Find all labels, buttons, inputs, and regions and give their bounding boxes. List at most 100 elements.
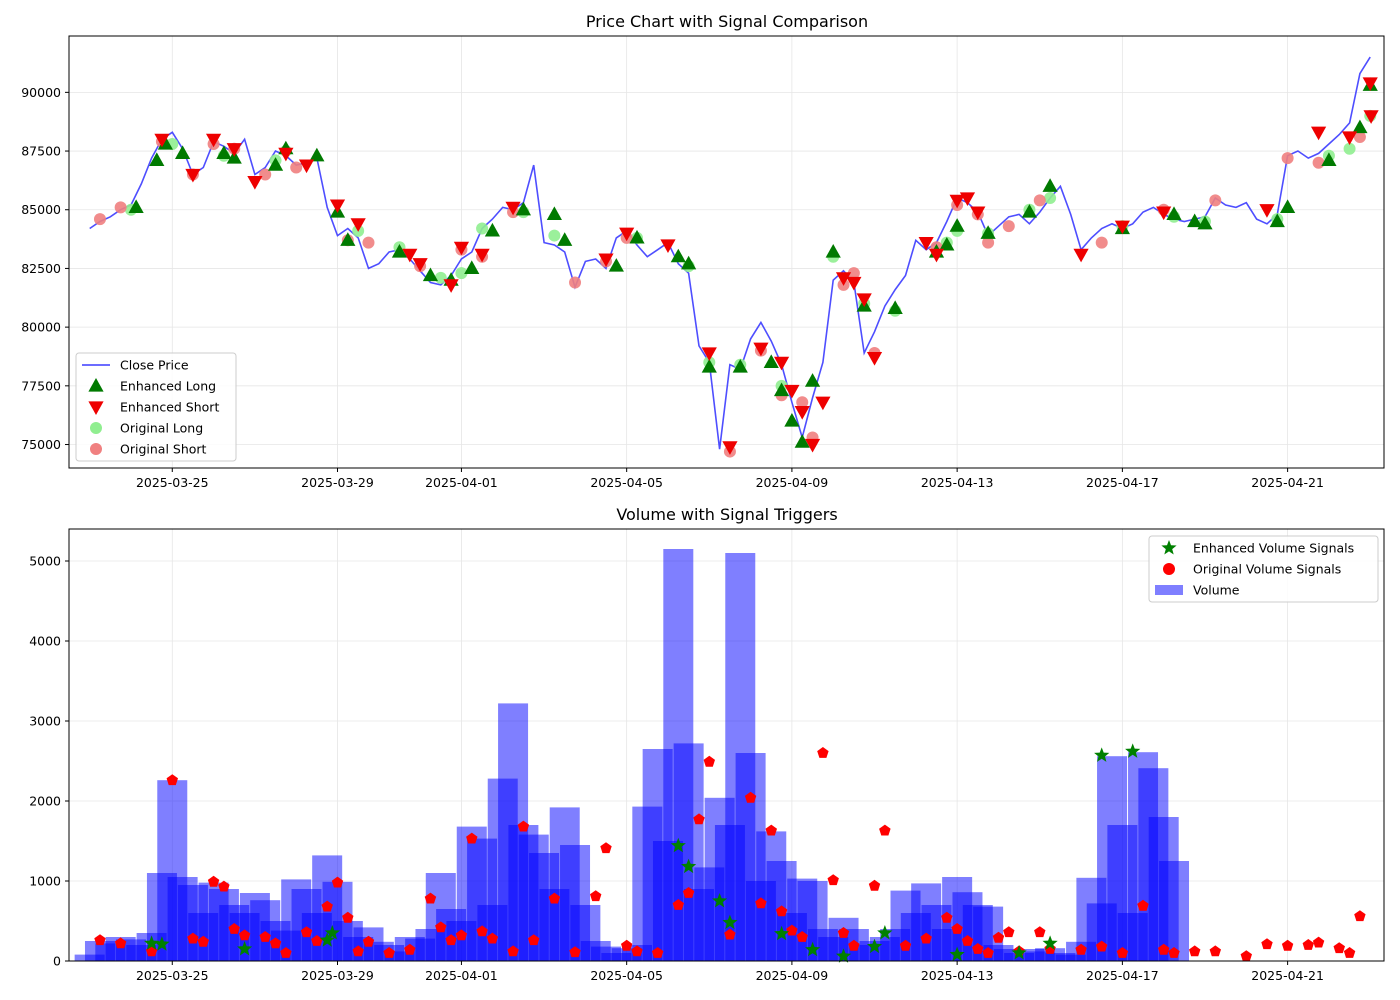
original-volume-signal-point <box>1034 926 1046 938</box>
price-legend-label: Enhanced Short <box>120 400 219 415</box>
enhanced-long-point <box>1352 119 1368 134</box>
original-volume-signal-point <box>982 947 994 958</box>
original-volume-signal-point <box>528 934 540 946</box>
price-x-axis: 2025-03-25 2025-03-29 2025-04-01 2025-04-05… <box>136 468 1324 490</box>
price-x-tick-label: 2025-04-21 <box>1251 475 1324 490</box>
original-volume-signal-point <box>1168 947 1180 958</box>
price-legend-box <box>75 352 237 462</box>
price-chart-title: Price Chart with Signal Comparison <box>586 12 868 31</box>
enhanced-short-point <box>949 194 965 209</box>
enhanced-long-point <box>546 206 562 221</box>
original-volume-signal-point <box>961 935 974 946</box>
price-y-tick-label: 75000 <box>21 437 61 452</box>
enhanced-short-point <box>1156 206 1172 221</box>
enhanced-volume-signal-point <box>774 925 790 941</box>
volume-x-tick-label: 2025-03-25 <box>136 968 209 983</box>
legend-original-long-swatch <box>90 422 102 434</box>
original-long-point <box>1044 192 1057 204</box>
legend-original-volume-swatch <box>1163 563 1175 575</box>
enhanced-short-point <box>619 227 635 242</box>
enhanced-long-point <box>681 255 697 270</box>
price-x-tick-label: 2025-04-09 <box>756 475 829 490</box>
enhanced-short-point <box>866 352 883 366</box>
enhanced-long-point <box>773 382 790 397</box>
enhanced-short-point <box>1073 248 1089 263</box>
enhanced-volume-signal-point <box>144 935 160 950</box>
original-volume-signal-point <box>1312 936 1325 948</box>
original-volume-signal-point <box>228 923 240 934</box>
enhanced-long-point <box>784 413 800 427</box>
enhanced-long-point <box>128 199 144 213</box>
enhanced-long-point <box>267 157 284 171</box>
enhanced-volume-signal-point <box>681 858 697 874</box>
enhanced-volume-signal-point <box>1094 747 1110 762</box>
original-volume-signal-point <box>899 939 912 951</box>
original-volume-signal-point <box>682 887 695 898</box>
enhanced-short-point <box>226 143 242 157</box>
original-volume-signal-point <box>445 934 457 946</box>
price-legend-label: Original Long <box>120 421 203 436</box>
price-line-layer <box>89 56 1371 450</box>
original-volume-signal-point <box>321 900 333 912</box>
volume-plot-frame <box>68 528 1385 962</box>
enhanced-short-point <box>835 272 852 286</box>
enhanced-short-point <box>815 396 831 411</box>
enhanced-short-point <box>205 133 222 148</box>
volume-x-tick-label: 2025-04-05 <box>590 968 663 983</box>
original-volume-signal-point <box>1281 939 1294 951</box>
enhanced-volume-signal-point <box>319 932 335 947</box>
volume-y-tick-label: 4000 <box>29 634 61 649</box>
original-volume-signal-point <box>435 921 447 933</box>
enhanced-long-point <box>1321 152 1337 167</box>
enhanced-long-point <box>557 232 573 246</box>
close-price-line <box>89 56 1371 450</box>
enhanced-long-point <box>939 236 955 251</box>
original-volume-signal-point <box>383 947 395 958</box>
enhanced-short-point <box>1363 110 1379 124</box>
price-x-tick-label: 2025-04-01 <box>425 475 498 490</box>
original-volume-signal-point <box>548 892 561 904</box>
original-volume-signal-point <box>868 879 881 891</box>
original-volume-signal-point <box>621 939 633 951</box>
volume-legend-label: Enhanced Volume Signals <box>1193 541 1354 556</box>
enhanced-volume-signal-point <box>1125 743 1141 758</box>
enhanced-long-point <box>608 258 624 272</box>
original-volume-signal-point <box>466 832 478 844</box>
original-volume-signal-point <box>300 926 313 938</box>
enhanced-short-point <box>453 241 470 256</box>
original-volume-signal-point <box>972 943 984 954</box>
original-volume-signal-point <box>424 892 437 904</box>
original-volume-signal-point <box>1189 945 1201 957</box>
original-volume-signal-point <box>786 924 798 936</box>
price-x-tick-label: 2025-04-17 <box>1086 475 1159 490</box>
enhanced-short-point <box>959 192 976 206</box>
enhanced-long-point <box>794 434 810 448</box>
price-y-tick-label: 82500 <box>21 261 61 276</box>
original-volume-signal-point <box>1003 926 1015 938</box>
legend-enhanced-volume-swatch <box>1161 540 1177 555</box>
price-y-tick-label: 77500 <box>21 378 61 393</box>
original-short-point <box>1209 194 1222 207</box>
original-volume-signal-point <box>817 747 829 758</box>
enhanced-short-point <box>1341 131 1358 145</box>
original-volume-signal-point <box>197 935 209 947</box>
enhanced-long-point <box>216 145 232 159</box>
original-volume-signal-point <box>404 943 416 955</box>
enhanced-short-point <box>350 218 366 232</box>
price-plot-frame <box>68 35 1385 469</box>
volume-chart-panel: Volume with Signal Triggers 2025-03-25 20… <box>29 505 1385 983</box>
enhanced-short-point <box>1362 77 1378 91</box>
enhanced-short-point <box>856 293 872 307</box>
original-volume-signal-point <box>238 929 251 941</box>
volume-x-axis: 2025-03-25 2025-03-29 2025-04-01 2025-04-05… <box>136 961 1324 983</box>
original-volume-signal-point <box>724 928 736 940</box>
volume-x-tick-label: 2025-04-17 <box>1086 968 1159 983</box>
enhanced-short-point <box>154 133 170 148</box>
enhanced-long-point <box>763 354 779 368</box>
price-grid <box>69 36 1384 468</box>
original-volume-signal-point <box>94 934 106 946</box>
enhanced-long-point <box>149 152 165 167</box>
volume-chart-title: Volume with Signal Triggers <box>616 505 837 524</box>
original-volume-signal-point <box>992 931 1005 943</box>
original-volume-signal-point <box>517 820 530 832</box>
